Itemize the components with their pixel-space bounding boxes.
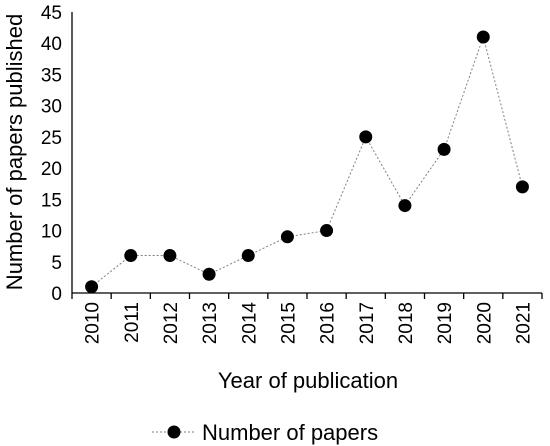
y-tick-label: 30 [41, 97, 62, 118]
y-tick-label: 5 [51, 253, 62, 274]
legend-label: Number of papers [202, 420, 378, 445]
x-tick-label: 2011 [122, 302, 143, 343]
series-line [91, 35, 523, 288]
x-tick-label: 2020 [474, 302, 495, 344]
y-tick-label: 35 [41, 65, 62, 86]
x-tick-label: 2021 [513, 302, 534, 344]
x-tick-label: 2019 [435, 302, 456, 344]
y-axis-ticks: 0 5 10 15 20 25 30 35 40 45 [41, 3, 62, 305]
y-axis-title: Number of papers published [2, 14, 27, 290]
x-axis-title: Year of publication [218, 368, 398, 393]
legend: Number of papers [152, 420, 378, 445]
y-tick-label: 40 [41, 34, 62, 55]
x-tick-label: 2018 [396, 302, 417, 344]
y-tick-label: 15 [41, 190, 62, 211]
data-point [85, 280, 99, 294]
x-tick-label: 2016 [318, 302, 339, 344]
x-tick-label: 2010 [83, 302, 104, 344]
y-tick-label: 0 [51, 284, 62, 305]
y-tick-label: 45 [41, 3, 62, 24]
x-axis-ticks: 2010 2011 2012 2013 2014 2015 2016 2017 2018 2019… [71, 293, 543, 345]
legend-marker-swatch [167, 425, 181, 439]
data-point [359, 130, 373, 144]
x-tick-label: 2013 [200, 302, 221, 344]
x-tick-label: 2015 [278, 302, 299, 344]
data-point [437, 142, 451, 156]
y-tick-label: 20 [41, 159, 62, 180]
x-tick-label: 2017 [357, 302, 378, 344]
data-point [398, 199, 412, 213]
data-point [515, 180, 529, 194]
data-point [241, 249, 255, 263]
data-point [320, 224, 334, 238]
data-point [280, 230, 294, 244]
x-tick-label: 2012 [161, 302, 182, 344]
y-tick-label: 10 [41, 222, 62, 243]
data-points [85, 30, 529, 294]
y-tick-label: 25 [41, 128, 62, 149]
data-point [124, 249, 138, 263]
data-point [476, 30, 490, 44]
data-point [202, 267, 216, 281]
data-point [163, 249, 177, 263]
x-tick-label: 2014 [239, 302, 260, 345]
